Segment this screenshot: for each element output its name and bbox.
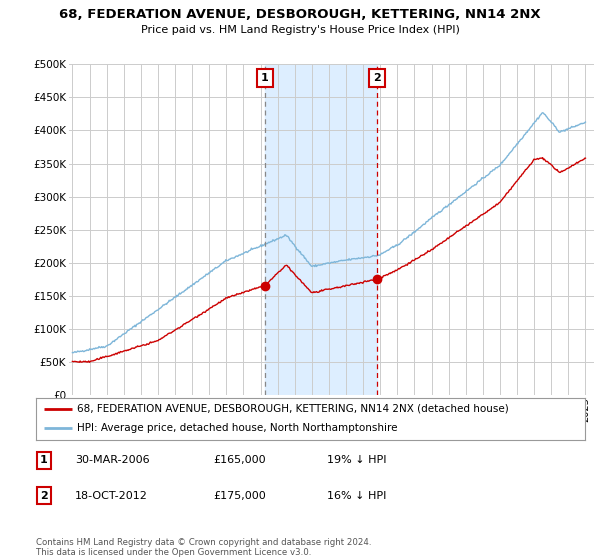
Text: 19% ↓ HPI: 19% ↓ HPI bbox=[327, 455, 386, 465]
Text: 68, FEDERATION AVENUE, DESBOROUGH, KETTERING, NN14 2NX (detached house): 68, FEDERATION AVENUE, DESBOROUGH, KETTE… bbox=[77, 404, 509, 414]
Text: 16% ↓ HPI: 16% ↓ HPI bbox=[327, 491, 386, 501]
Text: £165,000: £165,000 bbox=[213, 455, 266, 465]
Text: £175,000: £175,000 bbox=[213, 491, 266, 501]
Text: HPI: Average price, detached house, North Northamptonshire: HPI: Average price, detached house, Nort… bbox=[77, 423, 398, 433]
Bar bbox=[265, 64, 377, 395]
Text: 68, FEDERATION AVENUE, DESBOROUGH, KETTERING, NN14 2NX: 68, FEDERATION AVENUE, DESBOROUGH, KETTE… bbox=[59, 8, 541, 21]
Text: 1: 1 bbox=[40, 455, 47, 465]
Text: Contains HM Land Registry data © Crown copyright and database right 2024.
This d: Contains HM Land Registry data © Crown c… bbox=[36, 538, 371, 557]
Text: Price paid vs. HM Land Registry's House Price Index (HPI): Price paid vs. HM Land Registry's House … bbox=[140, 25, 460, 35]
Text: 2: 2 bbox=[40, 491, 47, 501]
Text: 30-MAR-2006: 30-MAR-2006 bbox=[75, 455, 149, 465]
Text: 1: 1 bbox=[261, 73, 269, 83]
Text: 2: 2 bbox=[373, 73, 380, 83]
Text: 18-OCT-2012: 18-OCT-2012 bbox=[75, 491, 148, 501]
